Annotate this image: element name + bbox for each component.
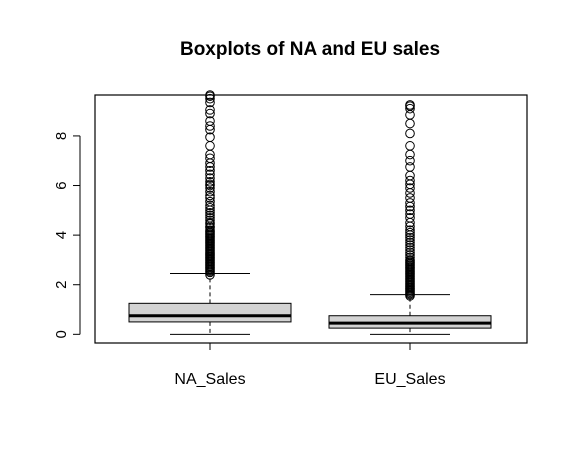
outlier-point	[405, 103, 415, 114]
outlier-point	[405, 209, 415, 219]
outlier-point	[405, 141, 415, 151]
outlier-point	[205, 105, 215, 115]
y-tick-label: 6	[53, 181, 70, 189]
outlier-point	[205, 116, 215, 126]
x-axis: NA_Sales EU_Sales	[174, 343, 446, 388]
outlier-point	[405, 247, 415, 258]
outlier-point	[405, 237, 415, 248]
box-NA_Sales	[128, 90, 292, 335]
outlier-point	[205, 177, 215, 187]
outlier-point	[205, 97, 215, 108]
plot-area	[128, 90, 492, 335]
outlier-point	[405, 205, 415, 216]
y-tick-label: 0	[53, 330, 70, 338]
outlier-point	[205, 225, 215, 235]
outlier-point	[405, 255, 415, 265]
outlier-point	[205, 210, 215, 221]
outlier-point	[205, 196, 215, 207]
outlier-point	[405, 149, 415, 160]
outlier-point	[205, 203, 215, 213]
outlier-point	[405, 232, 415, 243]
outlier-point	[205, 183, 215, 193]
outlier-point	[205, 190, 215, 201]
outlier-point	[405, 250, 415, 260]
outlier-point	[405, 162, 415, 172]
y-axis: 0 2 4 6 8	[53, 132, 81, 338]
outlier-point	[405, 193, 415, 203]
outlier-point	[205, 215, 215, 226]
outlier-point	[205, 121, 215, 131]
plot-frame	[94, 94, 528, 344]
outlier-point	[405, 212, 415, 223]
box-EU_Sales	[328, 100, 492, 335]
outlier-point	[205, 132, 215, 142]
outlier-point	[405, 175, 415, 186]
outlier-point	[205, 193, 215, 203]
outlier-point	[405, 198, 415, 208]
iqr-box	[128, 302, 292, 323]
x-category-label: EU_Sales	[374, 371, 445, 388]
chart-title: Boxplots of NA and EU sales	[180, 39, 440, 60]
outlier-point	[205, 173, 215, 183]
outlier-point	[205, 141, 215, 151]
outlier-point	[405, 170, 415, 181]
outlier-point	[205, 165, 215, 176]
y-tick-label: 4	[53, 231, 70, 239]
outlier-point	[205, 200, 215, 211]
x-category-label: NA_Sales	[174, 371, 245, 388]
outlier-point	[405, 245, 415, 255]
outlier-point	[205, 186, 215, 197]
outlier-point	[405, 252, 415, 263]
outlier-point	[205, 208, 215, 218]
outlier-point	[405, 235, 415, 245]
outlier-point	[405, 183, 415, 193]
outlier-point	[405, 227, 415, 238]
outlier-point	[405, 100, 415, 110]
outlier-point	[205, 212, 215, 223]
outlier-point	[405, 240, 415, 250]
outlier-point	[405, 118, 415, 129]
y-tick-label: 2	[53, 281, 70, 289]
y-tick-label: 8	[53, 132, 70, 140]
outlier-point	[405, 225, 415, 235]
outlier-point	[405, 188, 415, 198]
outlier-point	[405, 128, 415, 139]
outlier-point	[205, 153, 215, 164]
outlier-point	[405, 242, 415, 253]
outlier-point	[205, 179, 215, 190]
outlier-point	[205, 108, 215, 119]
outlier-point	[405, 155, 415, 166]
outlier-point	[205, 169, 215, 180]
outlier-point	[205, 217, 215, 228]
